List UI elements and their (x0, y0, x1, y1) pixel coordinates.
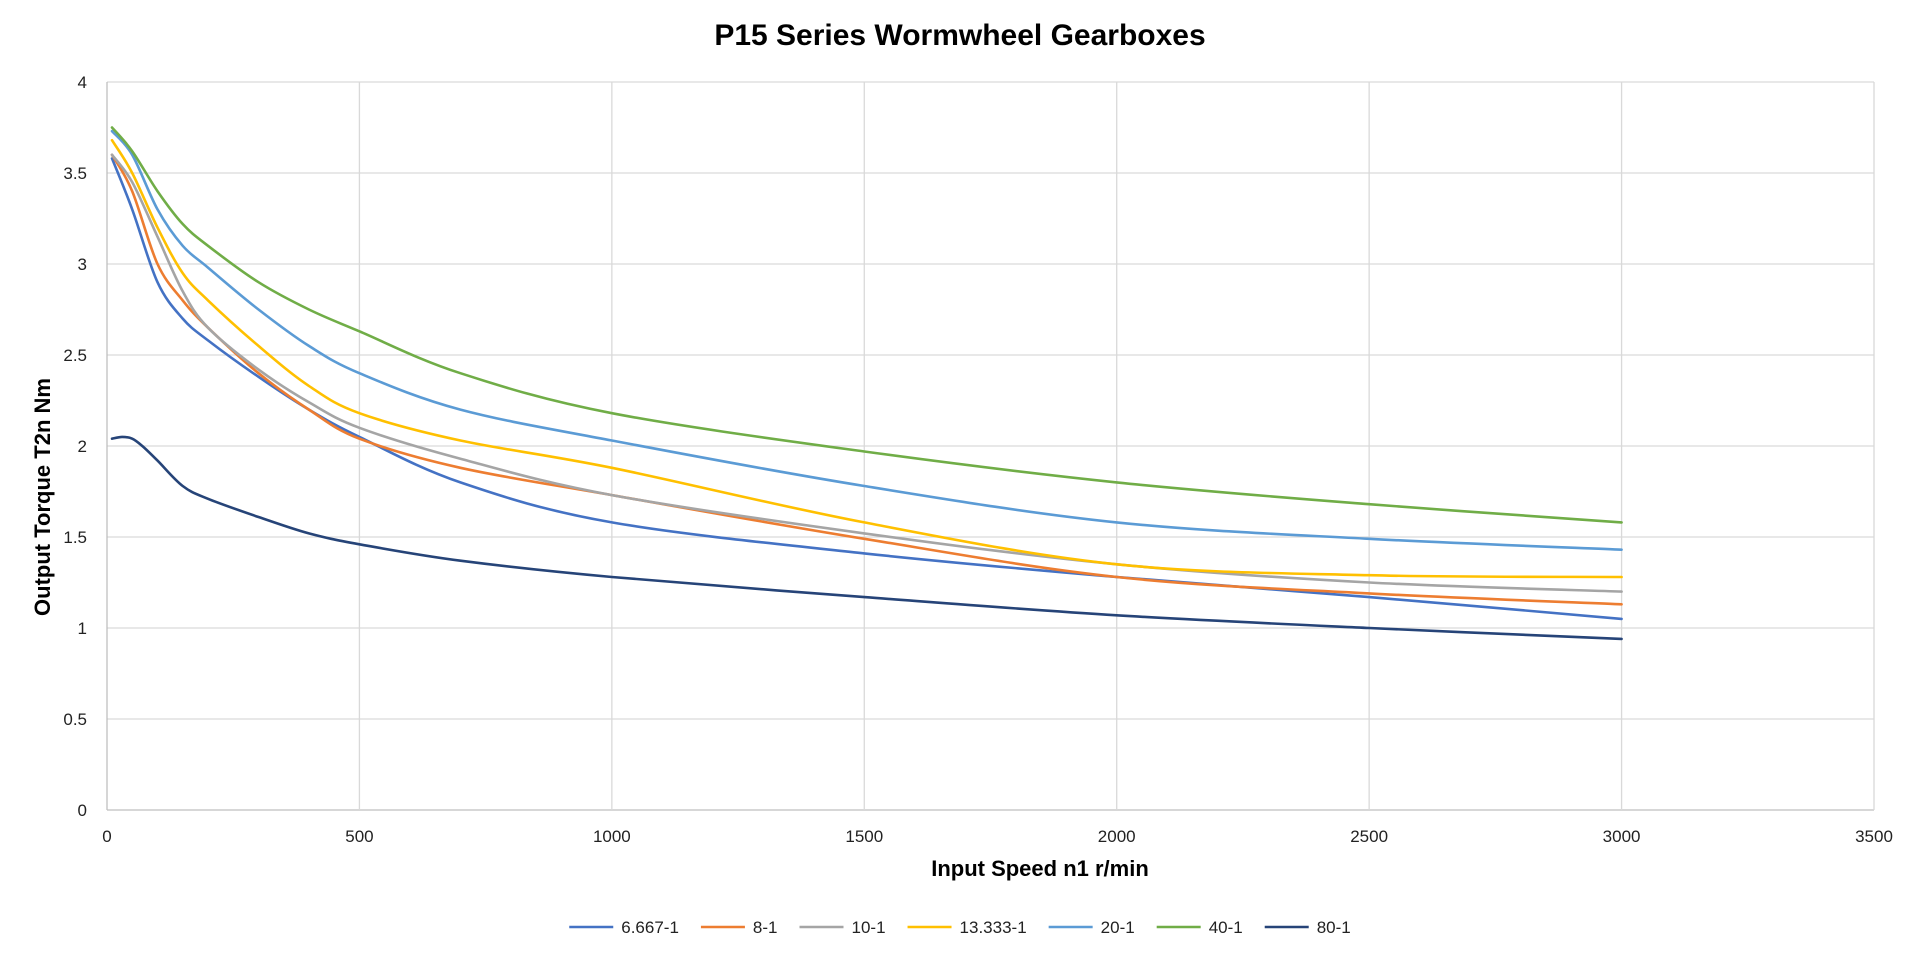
legend-label: 20-1 (1101, 918, 1135, 937)
x-tick-label: 1500 (845, 827, 883, 846)
x-tick-label: 3000 (1603, 827, 1641, 846)
legend-item: 10-1 (799, 918, 886, 937)
legend-item: 40-1 (1156, 918, 1243, 937)
chart-title: P15 Series Wormwheel Gearboxes (714, 19, 1205, 52)
x-tick-label: 2000 (1098, 827, 1136, 846)
x-tick-label: 3500 (1855, 827, 1893, 846)
legend-item: 80-1 (1264, 918, 1351, 937)
gridlines (106, 81, 1875, 811)
x-tick-label: 1000 (593, 827, 631, 846)
y-tick-label: 3.5 (63, 164, 87, 183)
series-line-13.333-1 (110, 138, 1623, 579)
series-line-20-1 (110, 129, 1623, 551)
x-axis-title: Input Speed n1 r/min (931, 856, 1149, 881)
y-axis-title: Output Torque T2n Nm (30, 378, 55, 616)
legend-label: 80-1 (1317, 918, 1351, 937)
y-tick-label: 1.5 (63, 528, 87, 547)
y-tick-label: 0.5 (63, 710, 87, 729)
x-tick-label: 500 (345, 827, 373, 846)
series-line-40-1 (110, 126, 1623, 524)
series-lines (110, 126, 1623, 641)
series-line-8-1 (110, 153, 1623, 606)
legend-label: 40-1 (1209, 918, 1243, 937)
y-tick-label: 0 (78, 801, 87, 820)
y-tick-label: 1 (78, 619, 87, 638)
series-line-80-1 (110, 435, 1623, 641)
x-tick-label: 0 (102, 827, 111, 846)
legend-item: 8-1 (700, 918, 778, 937)
y-tick-label: 2 (78, 437, 87, 456)
series-line-10-1 (110, 153, 1623, 593)
x-tick-label: 2500 (1350, 827, 1388, 846)
legend: 6.667-1 8-1 10-1 13.333-1 20-1 40-1 80-1 (569, 918, 1351, 937)
series-line-6.667-1 (110, 157, 1623, 621)
legend-label: 10-1 (852, 918, 886, 937)
y-tick-label: 4 (78, 73, 87, 92)
legend-label: 8-1 (753, 918, 778, 937)
legend-label: 6.667-1 (621, 918, 679, 937)
legend-label: 13.333-1 (960, 918, 1027, 937)
legend-item: 6.667-1 (569, 918, 679, 937)
axes: 0 0.5 1 1.5 2 2.5 3 3.5 4 0 500 1000 1500 2000 2500 300… (63, 73, 1893, 846)
y-tick-label: 3 (78, 255, 87, 274)
legend-item: 13.333-1 (907, 918, 1027, 937)
legend-item: 20-1 (1048, 918, 1135, 937)
y-tick-label: 2.5 (63, 346, 87, 365)
